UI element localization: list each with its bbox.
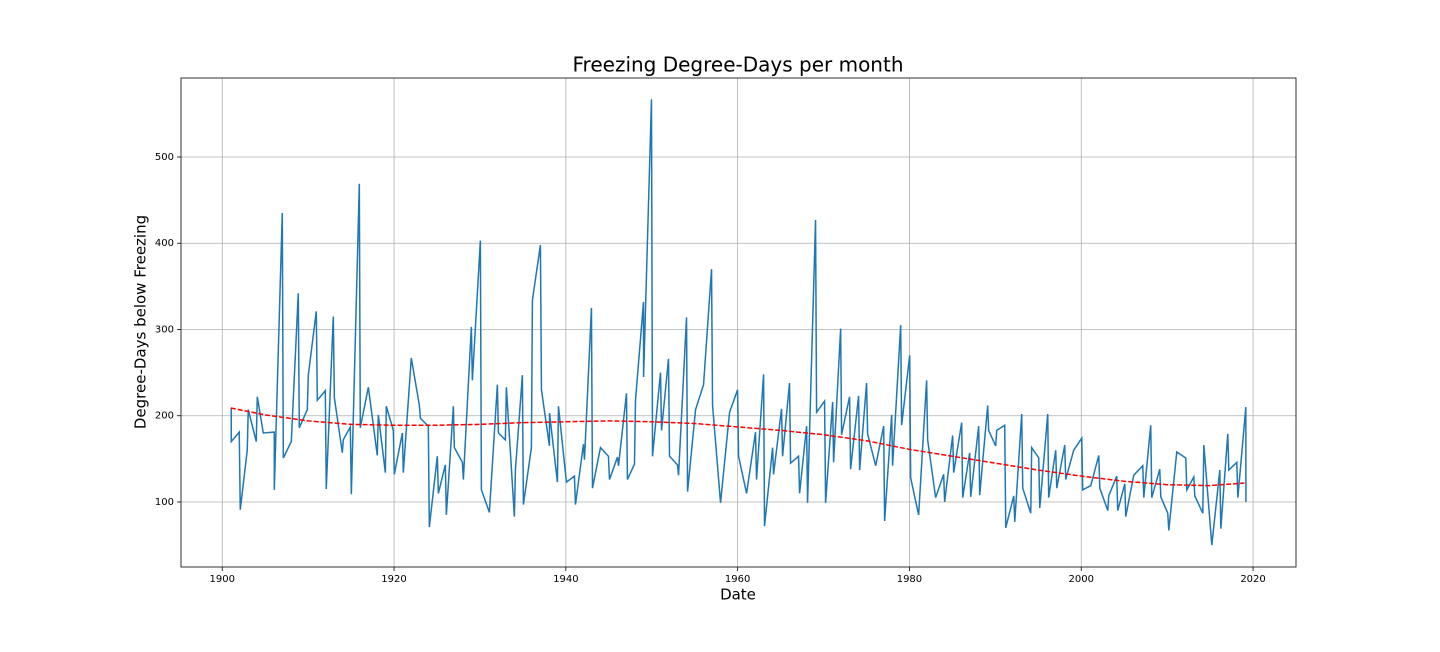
data-line: [230, 99, 1247, 546]
x-tick-label: 1900: [210, 574, 235, 585]
x-tick-label: 1920: [381, 574, 406, 585]
x-tick-label: 1940: [553, 574, 578, 585]
x-tick-label: 1960: [725, 574, 750, 585]
y-tick-label: 300: [155, 324, 174, 335]
y-tick-label: 500: [155, 152, 174, 163]
y-tick-label: 200: [155, 411, 174, 422]
x-tick-label: 2000: [1069, 574, 1094, 585]
x-axis-label: Date: [720, 586, 756, 604]
x-tick-label: 1980: [897, 574, 922, 585]
plot-frame: [180, 77, 1297, 568]
data-line: [230, 407, 1245, 487]
y-tick-label: 100: [155, 497, 174, 508]
y-axis-label: Degree-Days below Freezing: [132, 215, 150, 429]
chart-title: Freezing Degree-Days per month: [573, 53, 904, 77]
x-tick-label: 2020: [1240, 574, 1265, 585]
y-tick-label: 400: [155, 238, 174, 249]
